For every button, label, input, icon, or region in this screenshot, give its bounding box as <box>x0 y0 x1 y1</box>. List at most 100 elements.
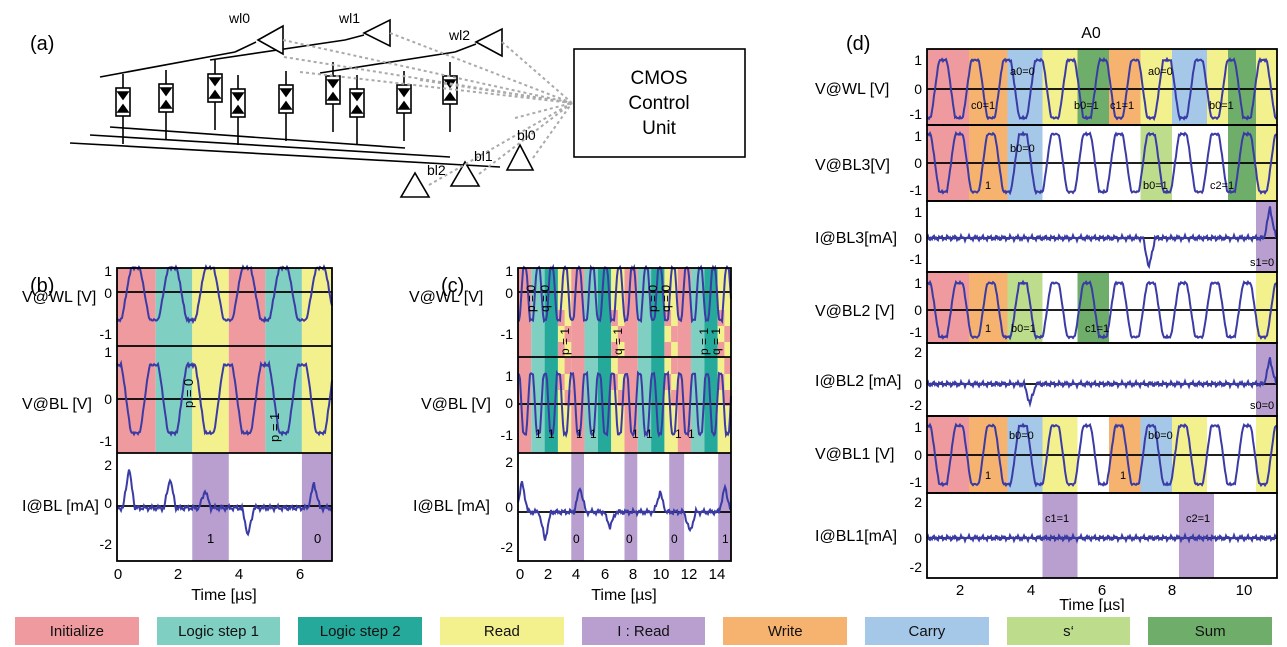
legend-s-prime: s‘ <box>1006 617 1131 645</box>
phase-band <box>969 49 1008 125</box>
panel-d-annotation: 1 <box>985 470 991 482</box>
vwl-trace <box>517 263 732 324</box>
legend-label: s‘ <box>1063 622 1074 640</box>
voltage-trace <box>926 130 1278 196</box>
panel-d-annotation: 1 <box>985 180 991 192</box>
panel-d-xtick: 4 <box>1027 582 1035 599</box>
annot-bit: 1 <box>535 427 542 441</box>
control-link <box>419 79 573 104</box>
memristor-mark <box>326 79 340 89</box>
legend-i-read: I : Read <box>581 617 706 645</box>
checker-cell <box>717 342 725 358</box>
cmos-line-1: CMOS <box>631 68 688 89</box>
control-link <box>478 102 573 175</box>
panel-d-annotation: c1=1 <box>1045 513 1069 525</box>
tick: 0 <box>914 302 922 318</box>
voltage-trace <box>927 422 1278 488</box>
panel-d-annotation: c1=1 <box>1110 100 1134 112</box>
panel-d: (d) A0 V@WL [V] V@BL3[V] I@BL3[mA] V@BL2 [V… <box>815 25 1278 612</box>
annot-bit: 1 <box>646 427 653 441</box>
wordline <box>454 43 477 53</box>
memristor-mark <box>231 104 245 114</box>
annot-current: 0 <box>671 532 678 546</box>
annot-p: p = 1 <box>697 328 711 355</box>
panel-b-bands <box>117 268 332 561</box>
panel-d-annotation: a0=0 <box>1148 66 1173 78</box>
tick: -1 <box>910 106 923 122</box>
phase-band <box>1256 49 1277 125</box>
panel-b-xtick-4: 4 <box>235 566 243 583</box>
memristor-mark <box>116 103 130 113</box>
panel-c-xtick: 14 <box>709 566 726 583</box>
tick: -1 <box>910 182 923 198</box>
annot-bit: 1 <box>632 427 639 441</box>
tick: -2 <box>100 536 113 552</box>
tick: -1 <box>100 326 113 342</box>
vbl-trace <box>517 369 732 439</box>
panel-c-xlabel: Time [µs] <box>591 587 657 604</box>
checker-cell <box>617 326 625 342</box>
panel-c-yticks: 1 0 -1 1 0 -1 2 0 -2 <box>501 263 514 555</box>
checker-cell <box>564 358 572 374</box>
tick: 0 <box>914 376 922 392</box>
panel-d-bands <box>927 49 1277 578</box>
annot-p: p = 1 <box>558 328 572 355</box>
annot-bit: 1 <box>675 427 682 441</box>
panel-d-annotation: s0=0 <box>1250 400 1274 412</box>
annot-bit: 1 <box>576 427 583 441</box>
tick: -2 <box>910 559 923 575</box>
subplot-frame <box>926 492 1278 579</box>
tick: -1 <box>100 433 113 449</box>
panel-d-xtick: 6 <box>1098 582 1106 599</box>
phase-band <box>571 453 585 561</box>
tick: 1 <box>914 52 922 68</box>
memristor-mark <box>279 88 293 98</box>
phase-band <box>265 268 302 453</box>
tick: 2 <box>104 457 112 473</box>
control-link <box>501 41 573 104</box>
driver-wl2 <box>474 27 503 58</box>
panel-d-ylabel: V@WL [V] <box>815 81 889 98</box>
checker-cell <box>557 310 565 326</box>
panel-d-annotation: b0=1 <box>1074 100 1099 112</box>
cmos-line-3: Unit <box>642 118 677 139</box>
annot-p: p = 0 <box>524 285 538 312</box>
annot-current: 1 <box>722 532 729 546</box>
annot-bit: 1 <box>548 427 555 441</box>
current-trace <box>926 206 1278 270</box>
panel-d-xticks: 2 4 6 8 10 <box>956 582 1253 599</box>
phase-band <box>155 268 193 453</box>
tick: 2 <box>914 494 922 510</box>
phase-band <box>718 453 731 561</box>
checker-cell <box>724 390 731 406</box>
tick: 1 <box>914 204 922 220</box>
control-link <box>514 102 573 119</box>
tick: 0 <box>505 499 513 515</box>
vwl-trace <box>116 264 333 325</box>
legend-logic-step-2: Logic step 2 <box>298 617 423 645</box>
current-trace <box>926 532 1278 544</box>
panel-c-xticks: 0 2 4 6 8 10 12 14 <box>516 566 726 583</box>
legend-label: Carry <box>908 622 946 640</box>
tick: 1 <box>914 275 922 291</box>
panel-d-ylabel: I@BL1[mA] <box>815 528 897 545</box>
phase-band <box>624 453 638 561</box>
annot-current: 0 <box>626 532 633 546</box>
panel-c-xtick: 10 <box>653 566 670 583</box>
tick: -1 <box>501 326 514 342</box>
legend-sum: Sum <box>1148 617 1273 645</box>
panel-c-label: (c) <box>441 275 464 297</box>
panel-d-xtick: 8 <box>1168 582 1176 599</box>
phase-band <box>1256 272 1277 343</box>
memristor-mark <box>350 92 364 102</box>
control-link <box>532 102 573 159</box>
panel-b-annot-p1: p = 1 <box>267 413 282 442</box>
panel-d-annotation: 1 <box>1120 470 1126 482</box>
phase-band <box>704 268 718 453</box>
tick: 1 <box>914 419 922 435</box>
wordline <box>99 51 236 78</box>
panel-d-xtick: 2 <box>956 582 964 599</box>
panel-d-title: A0 <box>1081 25 1101 42</box>
panel-b-annot-1: 1 <box>207 531 214 546</box>
bitline <box>89 134 451 158</box>
